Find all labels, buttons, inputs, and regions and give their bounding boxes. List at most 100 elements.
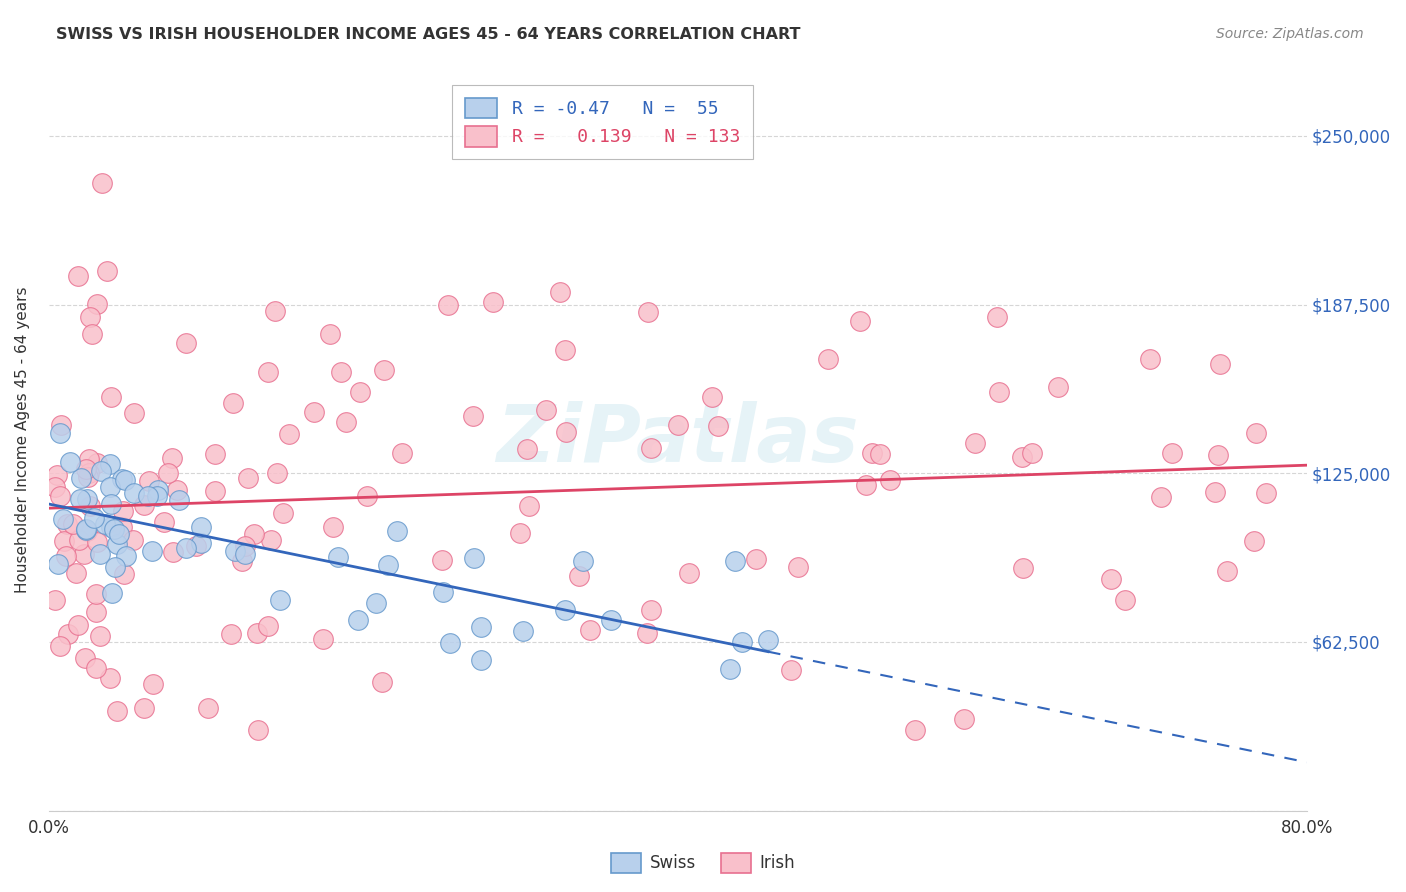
Point xyxy=(756,632,779,647)
Point xyxy=(548,285,571,299)
Point xyxy=(534,402,557,417)
Point xyxy=(94,516,117,531)
Point xyxy=(98,671,121,685)
Point xyxy=(986,310,1008,324)
Point xyxy=(204,484,226,499)
Point xyxy=(304,405,326,419)
Point xyxy=(385,524,408,538)
Point xyxy=(114,549,136,563)
Point xyxy=(470,653,492,667)
Point xyxy=(246,626,269,640)
Point xyxy=(162,545,184,559)
Point xyxy=(79,500,101,514)
Point xyxy=(260,533,283,547)
Point xyxy=(1209,357,1232,371)
Point xyxy=(100,390,122,404)
Point xyxy=(219,627,242,641)
Point xyxy=(224,544,246,558)
Point xyxy=(1047,380,1070,394)
Point xyxy=(1099,572,1122,586)
Point xyxy=(263,304,285,318)
Point xyxy=(731,634,754,648)
Point xyxy=(84,605,107,619)
Point xyxy=(79,466,101,480)
Point xyxy=(75,523,97,537)
Point xyxy=(46,557,69,571)
Point xyxy=(45,467,67,482)
Point xyxy=(953,712,976,726)
Point xyxy=(1012,561,1035,575)
Legend: Swiss, Irish: Swiss, Irish xyxy=(605,847,801,880)
Point xyxy=(66,617,89,632)
Point xyxy=(86,297,108,311)
Point xyxy=(75,651,97,665)
Point xyxy=(66,268,89,283)
Point xyxy=(111,519,134,533)
Point xyxy=(49,425,72,440)
Point xyxy=(96,263,118,277)
Point xyxy=(391,446,413,460)
Legend: R = -0.47   N =  55, R =   0.139   N = 133: R = -0.47 N = 55, R = 0.139 N = 133 xyxy=(453,85,752,159)
Point xyxy=(266,466,288,480)
Point xyxy=(75,462,97,476)
Point xyxy=(134,701,156,715)
Point xyxy=(470,619,492,633)
Point xyxy=(554,425,576,439)
Point xyxy=(509,525,531,540)
Point xyxy=(516,442,538,457)
Point xyxy=(108,526,131,541)
Text: SWISS VS IRISH HOUSEHOLDER INCOME AGES 45 - 64 YEARS CORRELATION CHART: SWISS VS IRISH HOUSEHOLDER INCOME AGES 4… xyxy=(56,27,801,42)
Point xyxy=(256,619,278,633)
Point xyxy=(204,447,226,461)
Point xyxy=(744,552,766,566)
Point xyxy=(167,493,190,508)
Point xyxy=(879,473,901,487)
Point xyxy=(988,385,1011,400)
Point xyxy=(579,623,602,637)
Point xyxy=(184,540,207,554)
Point xyxy=(700,390,723,404)
Point xyxy=(572,554,595,568)
Point xyxy=(100,520,122,534)
Point xyxy=(238,471,260,485)
Point xyxy=(136,489,159,503)
Point xyxy=(568,569,591,583)
Point xyxy=(52,512,75,526)
Point xyxy=(322,519,344,533)
Point xyxy=(233,539,256,553)
Point xyxy=(1021,446,1043,460)
Point xyxy=(104,560,127,574)
Point xyxy=(706,419,728,434)
Point xyxy=(138,474,160,488)
Point xyxy=(335,415,357,429)
Point xyxy=(69,491,91,506)
Point xyxy=(174,541,197,555)
Point xyxy=(371,674,394,689)
Point xyxy=(142,677,165,691)
Point xyxy=(79,310,101,324)
Point xyxy=(55,549,77,563)
Point xyxy=(231,554,253,568)
Point xyxy=(554,603,576,617)
Point xyxy=(53,534,76,549)
Point xyxy=(1243,534,1265,549)
Point xyxy=(197,701,219,715)
Point xyxy=(100,586,122,600)
Point xyxy=(100,497,122,511)
Point xyxy=(1246,425,1268,440)
Point xyxy=(512,624,534,638)
Point xyxy=(174,335,197,350)
Text: ZiPatlas: ZiPatlas xyxy=(496,401,859,478)
Point xyxy=(554,343,576,358)
Point xyxy=(364,596,387,610)
Point xyxy=(780,663,803,677)
Point xyxy=(114,474,136,488)
Point xyxy=(76,524,98,538)
Text: Source: ZipAtlas.com: Source: ZipAtlas.com xyxy=(1216,27,1364,41)
Point xyxy=(246,723,269,737)
Point xyxy=(233,547,256,561)
Point xyxy=(111,504,134,518)
Point xyxy=(141,544,163,558)
Point xyxy=(817,351,839,366)
Point xyxy=(243,527,266,541)
